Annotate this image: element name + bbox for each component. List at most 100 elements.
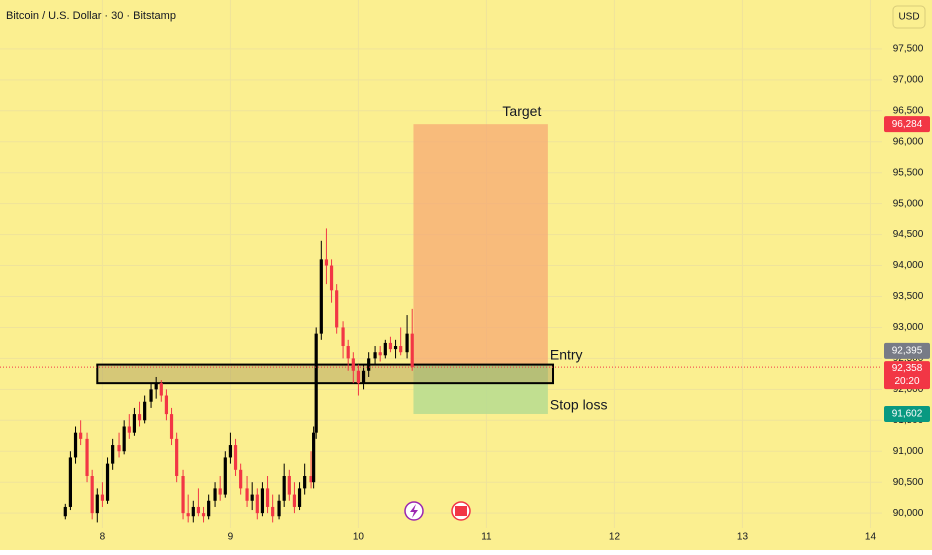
candle-body: [383, 342, 387, 356]
target-price-label-box: [884, 116, 930, 133]
candle-body: [95, 494, 99, 514]
candle-body: [181, 476, 185, 514]
candle-body: [143, 401, 147, 421]
candle-body: [105, 463, 110, 501]
candle-body: [356, 370, 361, 384]
x-tick-label: 13: [737, 532, 749, 543]
event-icon-flag: [455, 506, 467, 516]
y-tick-label: 92,000: [893, 384, 924, 395]
candle-body: [90, 476, 94, 514]
y-tick-label: 94,000: [893, 260, 924, 271]
candle-body: [373, 352, 377, 359]
candle-body: [367, 358, 371, 371]
candle-body: [297, 488, 302, 507]
candle-body: [319, 259, 323, 334]
current-price-box: [884, 361, 930, 390]
currency-button[interactable]: [892, 5, 926, 29]
candle-body: [186, 513, 190, 517]
support-zone: [96, 363, 555, 385]
candle-body: [100, 494, 105, 501]
x-tick-label: 10: [353, 532, 365, 543]
candle-body: [196, 506, 201, 514]
stop-price-label-box: [884, 405, 930, 422]
candle-body: [265, 488, 270, 507]
y-tick-label: 93,500: [893, 291, 924, 302]
stop-area: [413, 364, 548, 414]
candle-body: [239, 469, 243, 489]
candle-body: [79, 432, 83, 439]
countdown-label: 20:20: [894, 376, 919, 387]
candle-body: [201, 513, 206, 517]
candle-body: [73, 432, 78, 458]
candle-body: [287, 476, 291, 495]
x-tick-label: 14: [865, 532, 877, 543]
candle-body: [255, 494, 259, 514]
event-icons: [404, 501, 471, 521]
candle-body: [68, 457, 73, 507]
y-tick-label: 95,000: [893, 198, 924, 209]
event-icon-bolt: [410, 504, 418, 518]
candle-body: [314, 333, 318, 433]
target-area: [413, 124, 548, 365]
candle-body: [137, 414, 142, 421]
candle-body: [393, 346, 398, 350]
candle-body: [207, 500, 211, 517]
y-tick-label: 91,000: [893, 446, 924, 457]
candle-body: [277, 500, 281, 517]
x-tick-label: 9: [228, 532, 234, 543]
candle-body: [250, 494, 254, 501]
candle-body: [329, 265, 334, 291]
candle-body: [169, 414, 174, 439]
candle-body: [303, 476, 307, 489]
candle-body: [228, 445, 233, 458]
candle-body: [378, 352, 382, 356]
candle-body: [117, 445, 121, 452]
current-price-label: 92,358: [892, 363, 923, 374]
candle-body: [282, 476, 286, 501]
entry-price-label: 92,395: [892, 346, 923, 357]
candle-body: [324, 259, 329, 266]
y-tick-label: 96,000: [893, 136, 924, 147]
candle-body: [85, 438, 89, 477]
candle-body: [164, 395, 169, 415]
candle-body: [213, 488, 217, 501]
candle-body: [111, 445, 115, 464]
currency-label[interactable]: USD: [898, 12, 919, 23]
candle-body: [309, 476, 313, 483]
candle-body: [292, 494, 297, 507]
x-tick-label: 8: [100, 532, 106, 543]
candle-body: [175, 438, 179, 477]
candle-body: [159, 383, 163, 396]
target-price-label: 96,284: [892, 119, 923, 130]
candle-body: [223, 457, 227, 495]
candle-body: [218, 488, 222, 495]
y-tick-label: 94,500: [893, 229, 924, 240]
candle-body: [149, 389, 153, 402]
entry-label: Entry: [550, 347, 583, 363]
y-tick-label: 93,000: [893, 322, 924, 333]
candle-body: [388, 342, 393, 350]
candle-body: [191, 506, 195, 517]
stop-price-label: 91,602: [892, 409, 923, 420]
y-tick-label: 96,500: [893, 105, 924, 116]
candle-body: [312, 432, 316, 483]
candle-body: [233, 445, 238, 470]
x-tick-label: 11: [481, 532, 492, 543]
y-tick-label: 90,500: [893, 477, 924, 488]
candle-body: [132, 414, 137, 433]
target-label: Target: [502, 103, 541, 119]
chart-title: Bitcoin / U.S. Dollar · 30 · Bitstamp: [6, 10, 176, 22]
candle-body: [361, 370, 366, 384]
y-tick-label: 90,000: [893, 508, 924, 519]
candle-body: [341, 327, 345, 347]
candle-body: [405, 333, 409, 353]
candle-body: [154, 383, 158, 390]
y-tick-label: 97,000: [893, 74, 924, 85]
candle-body: [335, 290, 339, 328]
candle-body: [122, 426, 126, 452]
candle-body: [127, 426, 131, 433]
candle-body: [245, 488, 249, 501]
entry-price-label-box: [884, 342, 930, 359]
plot: Target Entry Stop loss: [0, 103, 882, 523]
